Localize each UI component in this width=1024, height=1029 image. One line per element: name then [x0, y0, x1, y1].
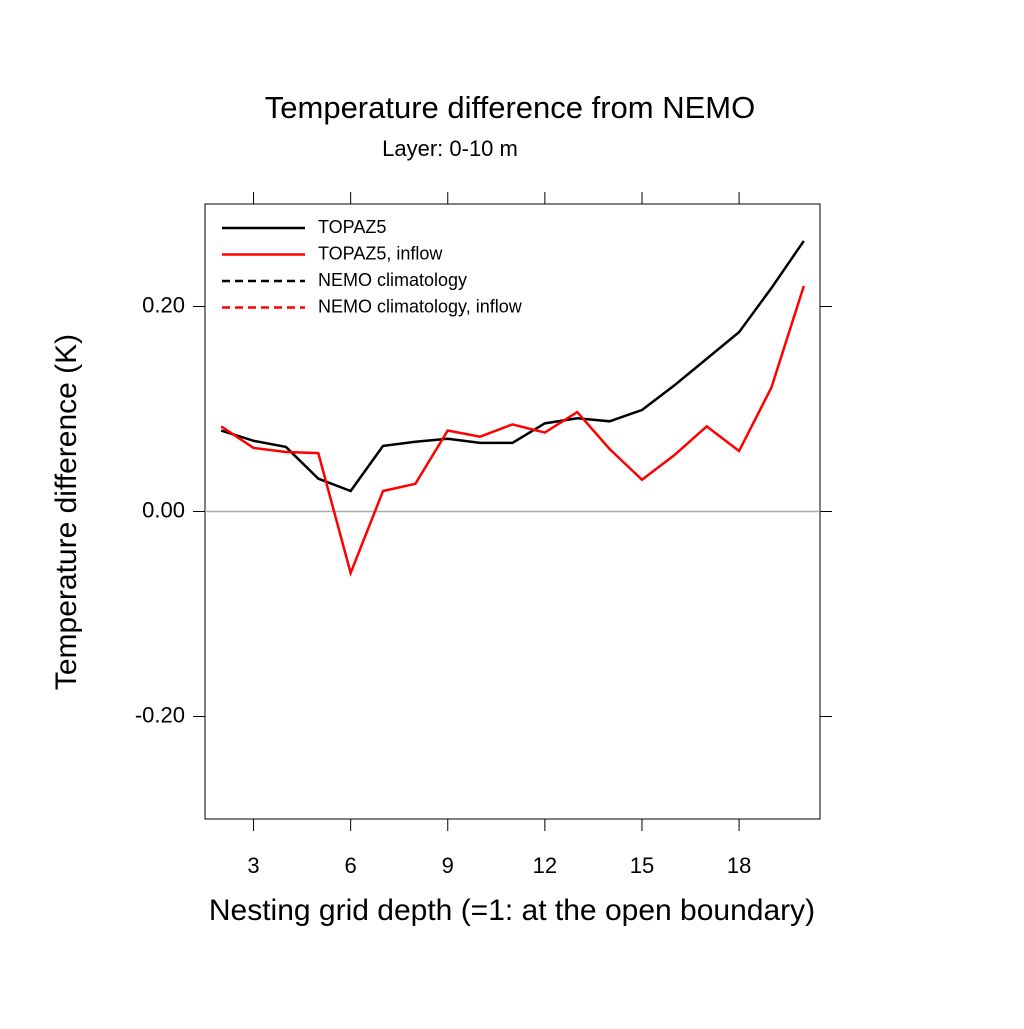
series-line — [220, 285, 806, 577]
legend-label: TOPAZ5, inflow — [318, 243, 443, 263]
legend-label: NEMO climatology, inflow — [318, 296, 523, 316]
y-axis-label: Temperature difference (K) — [50, 334, 83, 690]
y-tick-label: 0.00 — [142, 497, 185, 522]
y-tick-label: -0.20 — [135, 702, 185, 727]
x-tick-label: 9 — [442, 853, 454, 878]
x-tick-label: 18 — [727, 853, 751, 878]
x-tick-label: 15 — [630, 853, 654, 878]
chart-title: Temperature difference from NEMO — [265, 90, 755, 125]
x-axis-label: Nesting grid depth (=1: at the open boun… — [209, 894, 815, 927]
x-tick-label: 3 — [247, 853, 259, 878]
y-tick-label: 0.20 — [142, 292, 185, 317]
legend-label: TOPAZ5 — [318, 217, 386, 237]
series-line — [220, 240, 805, 493]
chart-subtitle: Layer: 0-10 m — [382, 136, 518, 161]
x-tick-label: 6 — [345, 853, 357, 878]
x-tick-label: 12 — [533, 853, 557, 878]
legend-label: NEMO climatology — [318, 270, 467, 290]
